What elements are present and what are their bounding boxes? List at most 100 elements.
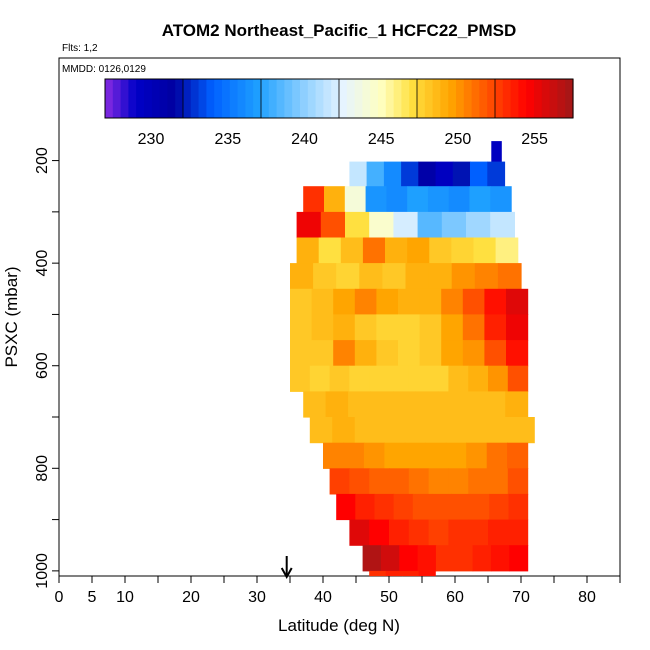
colorbar-tick-label: 235 (214, 131, 241, 148)
x-tick-label: 50 (380, 589, 398, 606)
y-tick-label: 1000 (34, 553, 51, 589)
colorbar-segment (346, 79, 356, 118)
heatmap-cell (369, 519, 390, 546)
heatmap-cell (404, 442, 426, 469)
colorbar-segment (167, 79, 176, 118)
heatmap-cell (466, 211, 491, 239)
y-tick-label: 800 (34, 455, 51, 482)
heatmap-cell (435, 161, 454, 187)
heatmap-cell (508, 493, 529, 521)
colorbar-segment (432, 79, 441, 118)
heatmap-cell (382, 263, 407, 290)
heatmap-cell (418, 161, 437, 187)
heatmap-cell (509, 545, 529, 572)
heatmap-cell (405, 263, 430, 290)
heatmap-cell (419, 314, 442, 341)
heatmap-cell (497, 263, 522, 290)
heatmap-cell (431, 493, 452, 521)
heatmap-cell (435, 545, 455, 572)
colorbar-segment (541, 79, 551, 118)
colorbar-segment (229, 79, 239, 118)
heatmap-cell (374, 493, 395, 521)
colorbar-segment (479, 79, 488, 118)
heatmap-cell (484, 314, 507, 341)
colorbar-segment (128, 79, 137, 118)
heatmap-cell (490, 545, 510, 572)
heatmap-cell (343, 442, 365, 469)
colorbar-segment (331, 79, 340, 118)
colorbar-segment (534, 79, 543, 118)
heatmap-cell (507, 365, 529, 392)
x-tick-label: 5 (88, 589, 97, 606)
heatmap-cell (323, 442, 345, 469)
heatmap-cell (451, 263, 476, 290)
heatmap-cell (311, 288, 334, 315)
colorbar-segment (300, 79, 309, 118)
heatmap-cell (448, 186, 471, 213)
heatmap-cell (354, 417, 378, 444)
heatmap-cell (408, 519, 430, 546)
colorbar-segment (237, 79, 246, 118)
heatmap-cell (401, 161, 419, 187)
heatmap-cell (472, 545, 492, 572)
colorbar-segment (385, 79, 395, 118)
heatmap-cell (407, 237, 430, 264)
heatmap-cell (470, 161, 488, 187)
heatmap-cell (505, 391, 529, 418)
colorbar-segment (502, 79, 512, 118)
heatmap-cell (428, 365, 449, 392)
heatmap-cell (303, 186, 325, 213)
colorbar-segment (409, 79, 418, 118)
y-tick-label: 200 (34, 147, 51, 174)
colorbar-segment (284, 79, 293, 118)
heatmap-cell (489, 417, 513, 444)
heatmap-cell (340, 237, 364, 264)
heatmap-cell (329, 365, 350, 392)
colorbar-segment (370, 79, 379, 118)
colorbar-tick-label: 255 (521, 131, 548, 148)
colorbar-segment (159, 79, 168, 118)
heatmap-cell (336, 263, 360, 290)
heatmap-cell (412, 493, 433, 521)
heatmap-cell (487, 161, 506, 187)
heatmap-cell (415, 391, 439, 418)
heatmap-cell (362, 545, 382, 572)
colorbar-segment (183, 79, 192, 118)
heatmap-cell (349, 161, 368, 187)
heatmap-cell (428, 263, 453, 290)
heatmap-cell (369, 211, 394, 239)
heatmap-cell (445, 442, 467, 469)
x-axis-label: Latitude (deg N) (278, 616, 400, 635)
heatmap-cell (384, 442, 406, 469)
heatmap-cell (376, 340, 399, 367)
heatmap-cell (473, 237, 497, 264)
heatmap-cell (408, 468, 430, 495)
heatmap-cell (428, 519, 449, 546)
heatmap-cell (466, 442, 488, 469)
colorbar-segment (120, 79, 129, 118)
heatmap-cell (333, 314, 356, 341)
heatmap-cell (428, 468, 449, 495)
colorbar-segment (518, 79, 527, 118)
colorbar-segment (144, 79, 153, 118)
heatmap-cell (489, 493, 509, 521)
heatmap-cell (419, 340, 442, 367)
colorbar-segment (362, 79, 371, 118)
colorbar-segment (261, 79, 270, 118)
colorbar-segment (378, 79, 387, 118)
heatmap-cell (460, 391, 484, 418)
colorbar-segment (175, 79, 184, 118)
latitude-marker (280, 556, 293, 580)
heatmap-cell (369, 570, 387, 577)
heatmap-cell (484, 340, 507, 367)
colorbar-segment (471, 79, 480, 118)
heatmap-cell (511, 417, 535, 444)
heatmap-cell (507, 519, 529, 546)
heatmap-cell (385, 237, 408, 264)
heatmap-cell (495, 237, 519, 264)
heatmap-cell (399, 417, 423, 444)
heatmap-cell (324, 186, 346, 213)
heatmap-cell (370, 391, 394, 418)
heatmap-cell (491, 141, 502, 163)
